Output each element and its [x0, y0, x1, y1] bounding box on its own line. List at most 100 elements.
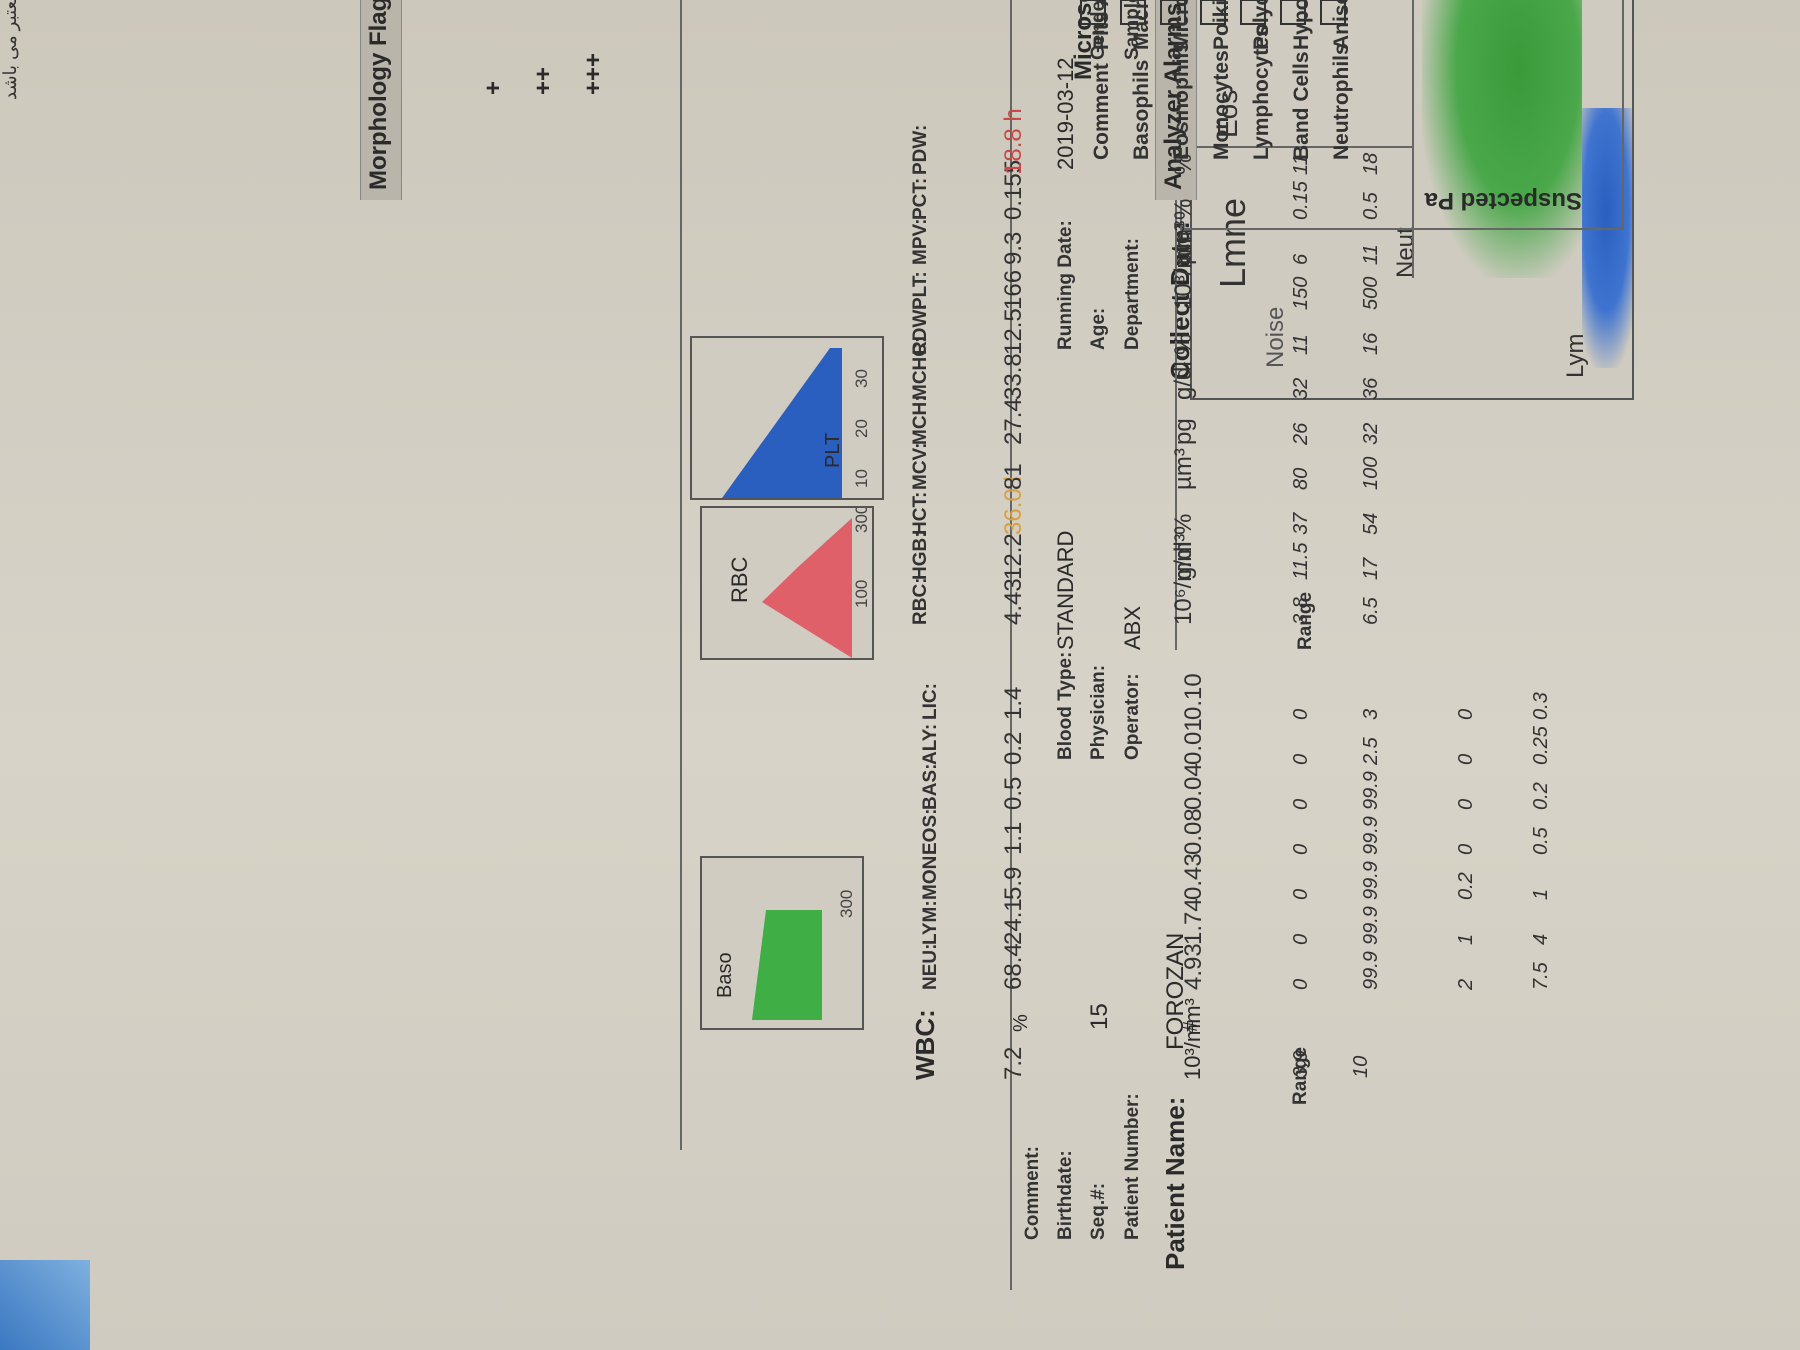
rbc-row-range-high-mcv: 100: [1360, 457, 1383, 490]
rbc-row-label-plt: PLT:: [910, 271, 932, 310]
rbc-histogram: RBC 100 300: [700, 506, 874, 660]
rbc-row-unit-mcv: µm³: [1170, 448, 1198, 490]
wbc-label: WBC:: [910, 1009, 941, 1080]
wbc-row-abs-bas: 0.04: [1180, 763, 1208, 810]
plt-axis-30: 30: [852, 369, 872, 388]
microscopic-label-monocytes: Monocytes: [1210, 50, 1234, 160]
wbc-row-abs-eos: 0.08: [1180, 808, 1208, 855]
wbc-row-range-low-mon: 0: [1290, 889, 1313, 900]
rbc-row-value-mpv: 9.3: [1000, 232, 1028, 265]
wbc-row-range-high-lic: 3: [1360, 709, 1383, 720]
baso-label: Baso: [714, 952, 737, 998]
department-label: Department:: [1122, 238, 1144, 350]
morphology-checkbox-plts-aggregates-1[interactable]: [1080, 0, 1106, 25]
morphology-title: Morphology Flags: [365, 0, 393, 190]
microscopic-label-neutrophils: Neutrophils: [1330, 43, 1354, 160]
wbc-row-abs-low-aly: 0: [1455, 754, 1478, 765]
wbc-range-high: 10: [1350, 1056, 1373, 1078]
wbc-row-label-neu: NEU:: [920, 944, 942, 990]
rbc-row-label-pct: PCT:: [910, 178, 932, 220]
patient-number-label: Patient Number:: [1122, 1093, 1144, 1240]
wbc-row-pct-bas: 0.5: [1000, 777, 1028, 810]
running-date-label: Running Date:: [1055, 220, 1077, 350]
wbc-row-abs-low-neu: 2: [1455, 979, 1478, 990]
plt-axis-20: 20: [852, 419, 872, 438]
wbc-row-abs-mon: 0.43: [1180, 853, 1208, 900]
noise-region-label: Noise: [1262, 307, 1290, 368]
grade-plus-plus: ++: [530, 67, 558, 95]
wbc-value: 7.2: [1000, 1047, 1028, 1080]
comment-label: Comment:: [1022, 1146, 1044, 1240]
rbc-row-range-high-plt: 500: [1360, 277, 1383, 310]
rbc-row-value-rbc: 4.43: [1000, 578, 1028, 625]
rbc-axis-label-100: 100: [852, 580, 872, 608]
wbc-row-range-high-lym: 99.9: [1360, 906, 1383, 945]
rbc-row-label-mch: MCH:: [910, 395, 932, 445]
rbc-row-range-high-rdw: 16: [1360, 333, 1383, 355]
wbc-row-range-low-eos: 0: [1290, 844, 1313, 855]
age-label: Age:: [1088, 308, 1110, 350]
wbc-row-abs-low-bas: 0: [1455, 799, 1478, 810]
wbc-row-abs-lic: 0.10: [1180, 673, 1208, 720]
blood-type-value: STANDARD: [1053, 531, 1079, 650]
rbc-row-label-rdw: RDW:: [910, 304, 932, 355]
wbc-row-range-low-lym: 0: [1290, 934, 1313, 945]
rbc-row-unit-mpv: µm³: [1170, 223, 1198, 265]
microscopic-label-lymphocytes: Lymphocytes: [1250, 25, 1274, 160]
physician-label: Physician:: [1088, 665, 1110, 760]
rbc-row-range-high-pdw: 18: [1360, 153, 1383, 175]
wbc-row-abs-neu: 4.93: [1180, 943, 1208, 990]
grade-plus: +: [480, 81, 508, 95]
rbc-row-range-high-mch: 32: [1360, 423, 1383, 445]
neut-region-label: Neut: [1392, 227, 1420, 278]
morphology-checkbox-macrocytosis-1[interactable]: [1120, 0, 1146, 25]
wbc-row-range-low-aly: 0: [1290, 754, 1313, 765]
seq-value: 15: [1086, 1003, 1114, 1030]
rbc-row-value-mch: 27.4: [1000, 398, 1028, 445]
wbc-row-pct-mon: 5.9: [1000, 867, 1028, 900]
morphology-checkbox-polychromasia-1[interactable]: [1240, 0, 1266, 25]
rbc-histogram-fill: [762, 518, 852, 658]
rbc-row-unit-mch: pg: [1170, 418, 1198, 445]
rbc-row-value-mcv: 81: [1000, 463, 1028, 490]
wbc-row-label-lym: LYM:: [920, 900, 942, 945]
wbc-row-abs-high-mon: 1: [1530, 889, 1553, 900]
wbc-row-pct-lym: 24.1: [1000, 898, 1028, 945]
rbc-row-range-high-rbc: 6.5: [1360, 597, 1383, 625]
rbc-row-unit-hgb: g/dl: [1170, 541, 1198, 580]
suspected-title: Suspected Pa: [1425, 186, 1582, 214]
rbc-row-label-mcv: MCV:: [910, 443, 932, 491]
rbc-row-unit-hct: %: [1170, 514, 1198, 535]
rbc-row-range-low-mcv: 80: [1290, 468, 1313, 490]
microscopic-label-eosinophils: Eosinophils: [1170, 41, 1194, 160]
operator-value: ABX: [1120, 606, 1146, 650]
plt-histogram-fill: [722, 348, 842, 498]
wbc-row-abs-high-lic: 0.3: [1530, 692, 1553, 720]
rbc-row-label-rbc: RBC:: [910, 578, 932, 626]
morphology-checkbox-anisocytosis-1[interactable]: [1320, 0, 1346, 25]
wbc-row-range-high-aly: 2.5: [1360, 737, 1383, 765]
microscopic-label-comment: Comment: [1090, 63, 1114, 160]
wbc-row-pct-eos: 1.1: [1000, 822, 1028, 855]
rbc-row-range-low-rbc: 3.8: [1290, 597, 1313, 625]
rbc-chart-label: RBC: [727, 557, 753, 603]
seq-label: Seq.#:: [1088, 1183, 1110, 1240]
wbc-abs-header: #: [1180, 1021, 1203, 1032]
wbc-row-range-high-eos: 99.9: [1360, 816, 1383, 855]
wbc-row-abs-low-eos: 0: [1455, 844, 1478, 855]
wbc-row-label-bas: BAS:: [920, 764, 942, 810]
morphology-checkbox-hypochromia-1[interactable]: [1280, 0, 1306, 25]
rbc-row-range-low-rdw: 11: [1290, 334, 1313, 355]
rbc-row-range-low-plt: 150: [1290, 277, 1313, 310]
rbc-row-label-pdw: PDW:: [910, 125, 932, 175]
rbc-row-range-low-hct: 37: [1290, 513, 1313, 535]
rbc-row-value-pdw: 18.8 h: [1000, 108, 1028, 175]
wbc-row-pct-aly: 0.2: [1000, 732, 1028, 765]
wbc-row-abs-aly: 0.01: [1180, 718, 1208, 765]
baso-axis-label: 300: [837, 890, 857, 918]
wbc-row-range-low-bas: 0: [1290, 799, 1313, 810]
morphology-checkbox-poikilocytosis-1[interactable]: [1200, 0, 1226, 25]
wbc-row-range-low-neu: 0: [1290, 979, 1313, 990]
morphology-checkbox-microcytosis-1[interactable]: [1160, 0, 1186, 25]
